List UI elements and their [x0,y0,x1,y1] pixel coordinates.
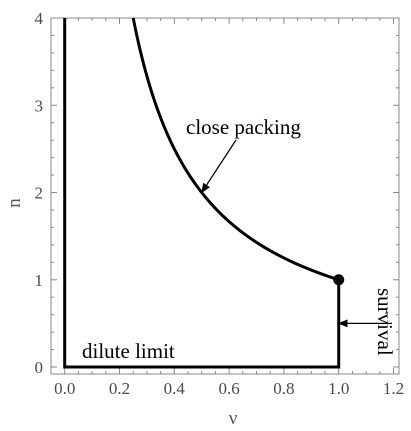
x-tick-label: 1.0 [328,379,349,398]
chart-annotations: close packing dilute limit survival [82,115,397,363]
plot-frame [50,17,400,375]
x-tick-label: 0.0 [54,379,75,398]
annotation-survival: survival [373,288,397,356]
y-tick-label: 3 [35,96,44,115]
close-packing-curve [131,17,340,282]
y-axis-label: n [4,198,25,208]
arrow-close-packing [201,139,237,194]
chart-marks [63,17,345,369]
x-tick-label: 0.2 [109,379,130,398]
x-tick-label: 1.2 [383,379,404,398]
annotation-close-packing: close packing [186,115,301,139]
y-tick-label: 1 [35,271,44,290]
annotation-dilute-limit: dilute limit [82,339,175,363]
y-tick-label: 4 [35,9,44,28]
x-tick-label: 0.6 [218,379,239,398]
x-tick-label: 0.8 [273,379,294,398]
x-tick-label: 0.4 [164,379,186,398]
endpoint-marker [333,274,345,286]
y-tick-label: 0 [35,358,44,377]
x-axis-label: ν [229,408,238,429]
y-tick-label: 2 [35,184,44,203]
axis-ticks: 0.0 0.2 0.4 0.6 0.8 1.0 1.2 0 1 2 3 4 [35,9,405,398]
